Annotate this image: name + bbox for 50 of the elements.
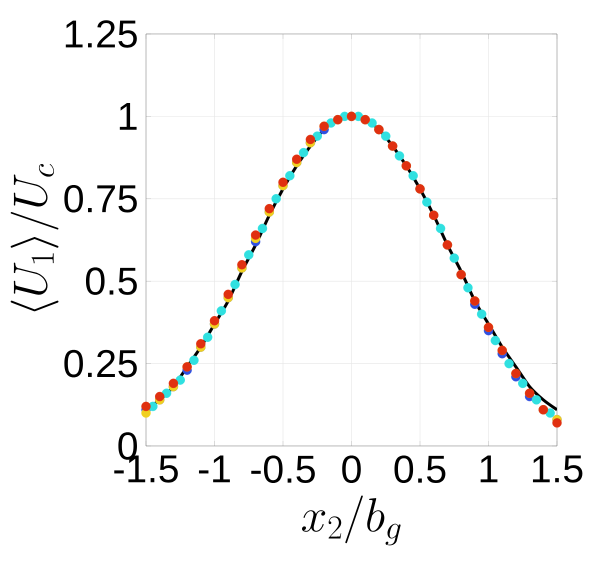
point — [450, 253, 459, 263]
x-tick-label: 1.5 — [532, 456, 582, 483]
x-tick-label: -0.5 — [251, 455, 315, 484]
point — [292, 154, 302, 164]
point — [271, 194, 281, 204]
point — [394, 151, 404, 161]
point — [278, 178, 288, 188]
point — [504, 358, 514, 368]
x-tick-label: -1 — [198, 456, 230, 482]
point — [216, 306, 226, 316]
y-tick-label: 0.75 — [64, 185, 137, 213]
y-tick-label: 1 — [120, 103, 137, 130]
point — [230, 280, 240, 290]
point — [298, 148, 308, 158]
y-tick-label: 0.5 — [86, 267, 137, 295]
point — [436, 224, 446, 234]
point — [476, 309, 486, 319]
point — [176, 375, 185, 385]
point — [155, 392, 164, 402]
point — [224, 290, 233, 300]
point — [408, 171, 418, 180]
x-tick-label: 0 — [342, 455, 361, 484]
point — [422, 197, 432, 207]
x-tick-label: 1 — [480, 456, 498, 482]
y-axis-title: $\langle U_1\rangle /U_c$ — [10, 164, 58, 312]
point — [258, 224, 268, 234]
point — [196, 339, 206, 349]
point — [141, 402, 151, 412]
point — [312, 131, 322, 141]
point — [202, 332, 212, 342]
point — [168, 378, 178, 388]
x-tick-label: 0.5 — [394, 455, 446, 484]
y-tick-label: 0.25 — [64, 350, 137, 378]
point — [552, 418, 562, 428]
point — [367, 118, 377, 128]
point — [250, 230, 260, 240]
point — [518, 378, 528, 388]
point — [381, 131, 390, 141]
point — [490, 336, 500, 346]
point — [532, 395, 542, 405]
x-axis-title: $x_2/b_g$ — [302, 496, 401, 546]
point — [306, 134, 316, 144]
point — [463, 283, 473, 292]
point — [210, 316, 220, 326]
point — [264, 204, 274, 214]
point — [285, 171, 295, 180]
point — [244, 250, 254, 260]
y-tick-label: 1.25 — [66, 20, 137, 48]
point — [189, 356, 199, 365]
point — [237, 260, 247, 270]
